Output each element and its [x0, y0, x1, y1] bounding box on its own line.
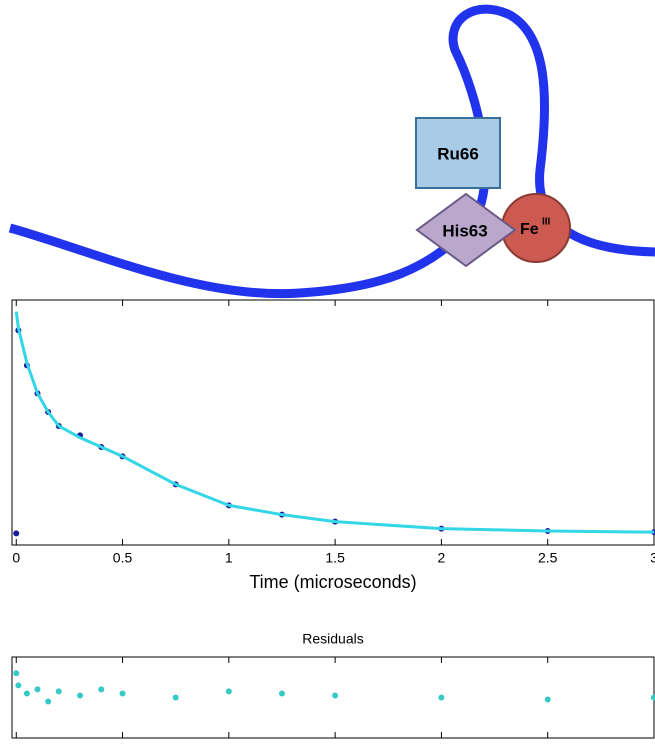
data-point	[77, 692, 84, 699]
x-tick-label: 2.5	[538, 550, 558, 566]
ru-label: Ru66	[437, 144, 479, 163]
fit-line	[14, 311, 655, 534]
data-point	[13, 670, 20, 677]
data-point	[34, 686, 41, 693]
data-point	[55, 688, 62, 695]
data-point	[13, 530, 20, 537]
data-point	[45, 698, 52, 705]
backbone	[8, 4, 655, 299]
fe-label: Fe	[520, 221, 539, 238]
data-point	[278, 690, 285, 697]
his-label: His63	[442, 221, 487, 240]
data-point	[438, 694, 445, 701]
chart-title: Residuals	[302, 631, 363, 647]
fe-superscript: III	[542, 217, 551, 228]
his-diamond	[415, 192, 517, 268]
data-point	[98, 686, 105, 693]
ru-box	[415, 117, 501, 189]
data-point	[15, 682, 22, 689]
data-point	[651, 694, 655, 701]
x-axis-label: Time (microseconds)	[249, 572, 416, 592]
data-point	[225, 688, 232, 695]
data-point	[172, 694, 179, 701]
data-point	[332, 692, 339, 699]
x-tick-label: 1	[225, 550, 233, 566]
data-point	[119, 690, 126, 697]
x-tick-label: 0.5	[113, 550, 133, 566]
protein-diagram: Ru66 His63 Fe III	[8, 4, 655, 299]
data-point	[544, 696, 551, 703]
x-tick-label: 3	[650, 550, 655, 566]
data-point	[23, 690, 30, 697]
x-tick-label: 2	[438, 550, 446, 566]
x-tick-label: 0	[12, 550, 20, 566]
x-tick-label: 1.5	[325, 550, 345, 566]
plot-frame	[11, 299, 655, 546]
